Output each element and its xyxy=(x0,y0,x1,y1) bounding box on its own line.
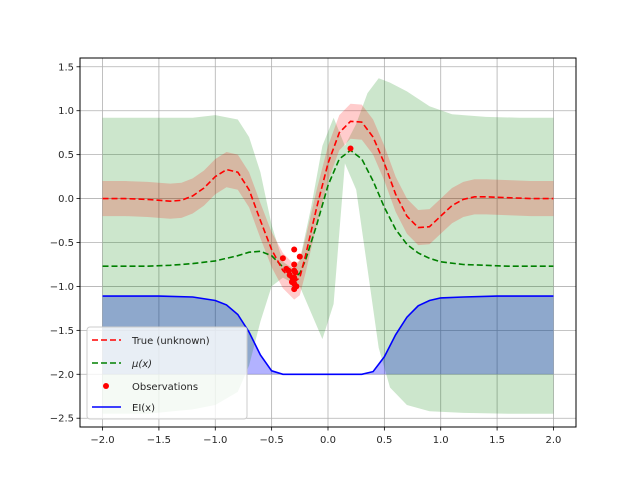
y-tick-label: 1.5 xyxy=(58,62,74,73)
observation-point xyxy=(279,255,286,262)
observation-point xyxy=(291,274,298,281)
x-tick-label: 2.0 xyxy=(546,435,562,446)
mu-line xyxy=(102,149,554,279)
y-tick-label: −2.5 xyxy=(50,414,74,425)
legend: True (unknown) μ(x) Observations EI(x) xyxy=(86,326,248,420)
x-tick-label: −1.5 xyxy=(147,435,171,446)
legend-box xyxy=(86,326,248,420)
observation-points xyxy=(279,145,354,293)
legend-obs-marker xyxy=(103,383,109,389)
y-tick-label: −1.5 xyxy=(50,326,74,337)
observation-point xyxy=(293,283,300,290)
observation-point xyxy=(291,261,298,268)
legend-ei-label: EI(x) xyxy=(132,403,155,414)
series-lines xyxy=(102,120,554,376)
x-tick-label: 0.0 xyxy=(320,435,336,446)
y-tick-label: 1.0 xyxy=(58,106,74,117)
legend-mu-label: μ(x) xyxy=(131,359,152,370)
grid xyxy=(80,58,576,427)
legend-obs-label: Observations xyxy=(132,382,198,393)
y-tick-label: −0.5 xyxy=(50,238,74,249)
legend-true-label: True (unknown) xyxy=(131,336,210,347)
true-function-band xyxy=(102,103,554,300)
observation-point xyxy=(291,246,298,253)
y-tick-label: −2.0 xyxy=(50,370,74,381)
x-tick-label: 1.5 xyxy=(489,435,505,446)
x-tick-label: 1.0 xyxy=(433,435,449,446)
y-tick-label: 0.0 xyxy=(58,194,74,205)
ei-line xyxy=(102,295,554,376)
observation-point xyxy=(347,145,354,152)
observation-point xyxy=(296,253,303,260)
true-function-line xyxy=(102,120,554,284)
y-tick-label: 0.5 xyxy=(58,150,74,161)
x-tick-label: −0.5 xyxy=(259,435,283,446)
x-tick-label: −2.0 xyxy=(90,435,114,446)
observation-point xyxy=(292,269,299,276)
x-tick-label: −1.0 xyxy=(203,435,227,446)
x-tick-label: 0.5 xyxy=(376,435,392,446)
observation-point xyxy=(286,272,293,278)
axis-ticks: −2.0 −1.5 −1.0 −0.5 0.0 0.5 1.0 1.5 2.0 1.5 1.0 0.5… xyxy=(50,62,562,446)
y-tick-label: −1.0 xyxy=(50,282,74,293)
